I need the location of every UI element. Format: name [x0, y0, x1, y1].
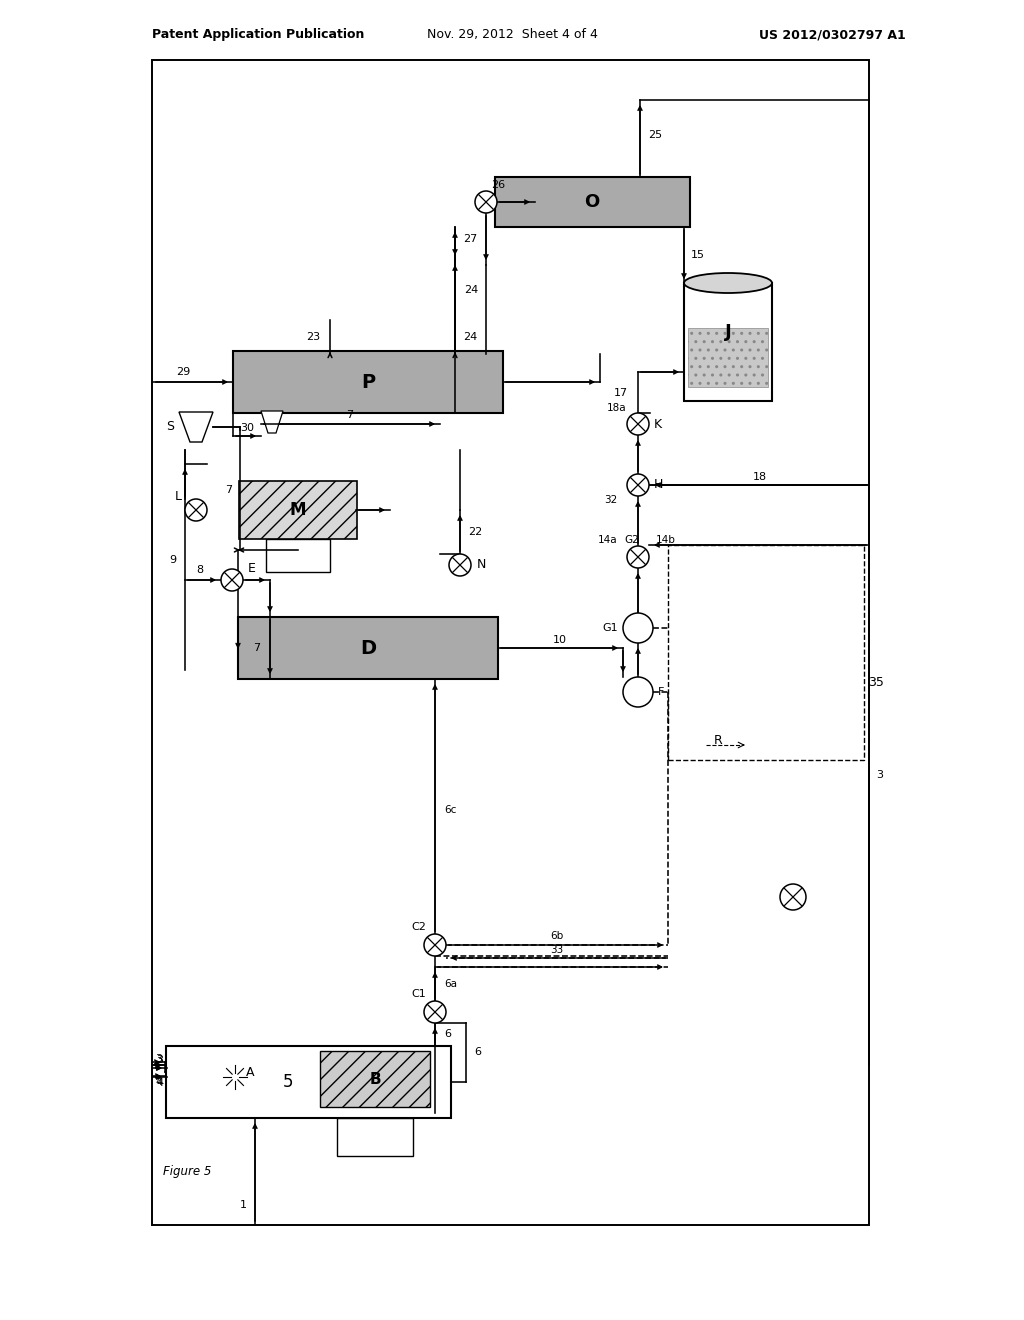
Text: 6b: 6b [550, 931, 563, 941]
Circle shape [424, 1001, 446, 1023]
Bar [495, 177, 689, 227]
Text: 7: 7 [253, 643, 260, 653]
Circle shape [623, 677, 653, 708]
Text: H: H [654, 479, 664, 491]
Ellipse shape [684, 273, 772, 293]
Circle shape [475, 191, 497, 213]
Polygon shape [261, 411, 283, 433]
Text: 6a: 6a [444, 979, 457, 989]
Text: 4: 4 [157, 1078, 164, 1088]
Bar [233, 351, 503, 413]
Text: K: K [654, 417, 663, 430]
Text: 3: 3 [157, 1055, 164, 1065]
Circle shape [221, 569, 243, 591]
Text: M: M [290, 502, 306, 519]
Bar [266, 539, 330, 572]
Bar [684, 282, 772, 401]
Text: 23: 23 [306, 333, 319, 342]
Bar [668, 545, 864, 760]
Text: T: T [271, 421, 278, 432]
Circle shape [780, 884, 806, 909]
Bar [152, 59, 869, 1225]
Text: J: J [725, 323, 731, 341]
Text: A: A [246, 1067, 254, 1080]
Text: 3: 3 [156, 1053, 163, 1064]
Text: 33: 33 [550, 945, 563, 954]
Text: 18a: 18a [606, 403, 626, 413]
Text: 24: 24 [463, 333, 477, 342]
Text: G2: G2 [625, 535, 639, 545]
Text: 6: 6 [444, 1030, 451, 1039]
Text: C2: C2 [412, 921, 426, 932]
Text: N: N [477, 558, 486, 572]
Bar [319, 1051, 430, 1107]
Text: 6: 6 [474, 1047, 481, 1057]
Text: E: E [248, 561, 256, 574]
Text: B: B [370, 1072, 381, 1086]
Text: 3: 3 [876, 770, 883, 780]
Bar [239, 480, 357, 539]
Text: 27: 27 [463, 234, 477, 244]
Text: 24: 24 [464, 285, 478, 294]
Text: 22: 22 [468, 527, 482, 537]
Circle shape [185, 499, 207, 521]
Text: 9: 9 [169, 554, 176, 565]
Text: 6c: 6c [444, 805, 457, 814]
Text: F: F [658, 686, 665, 697]
Text: 7: 7 [225, 484, 232, 495]
Text: 15: 15 [691, 249, 705, 260]
Circle shape [449, 554, 471, 576]
Text: L: L [174, 490, 181, 503]
Text: 7: 7 [346, 411, 353, 420]
Polygon shape [179, 412, 213, 442]
Text: 14a: 14a [597, 535, 617, 545]
Text: R: R [714, 734, 722, 747]
Circle shape [627, 474, 649, 496]
Text: 5: 5 [283, 1073, 293, 1092]
Text: 26: 26 [490, 180, 505, 190]
Text: D: D [360, 639, 376, 657]
Text: 8: 8 [197, 565, 204, 576]
Text: Figure 5: Figure 5 [163, 1166, 211, 1179]
Circle shape [623, 612, 653, 643]
Bar [337, 1118, 413, 1156]
Text: S: S [166, 420, 174, 433]
Text: G1: G1 [602, 623, 618, 634]
Text: Patent Application Publication: Patent Application Publication [152, 28, 365, 41]
Text: P: P [360, 372, 375, 392]
Text: 1: 1 [240, 1200, 247, 1210]
Bar [166, 1045, 451, 1118]
Text: 25: 25 [648, 129, 663, 140]
Text: 18: 18 [753, 473, 767, 482]
Text: 35: 35 [868, 676, 884, 689]
Text: O: O [585, 193, 600, 211]
Circle shape [627, 546, 649, 568]
Text: Nov. 29, 2012  Sheet 4 of 4: Nov. 29, 2012 Sheet 4 of 4 [427, 28, 597, 41]
Text: C1: C1 [412, 989, 426, 999]
Text: 14b: 14b [656, 535, 676, 545]
Bar [238, 616, 498, 678]
Text: 29: 29 [176, 367, 190, 378]
Text: 17: 17 [613, 388, 628, 399]
Circle shape [424, 935, 446, 956]
Text: 30: 30 [240, 422, 254, 433]
Text: US 2012/0302797 A1: US 2012/0302797 A1 [759, 28, 906, 41]
Text: 4: 4 [156, 1077, 163, 1086]
Text: 32: 32 [604, 495, 617, 506]
Circle shape [627, 413, 649, 436]
Bar [688, 327, 768, 387]
Text: 10: 10 [553, 635, 567, 645]
